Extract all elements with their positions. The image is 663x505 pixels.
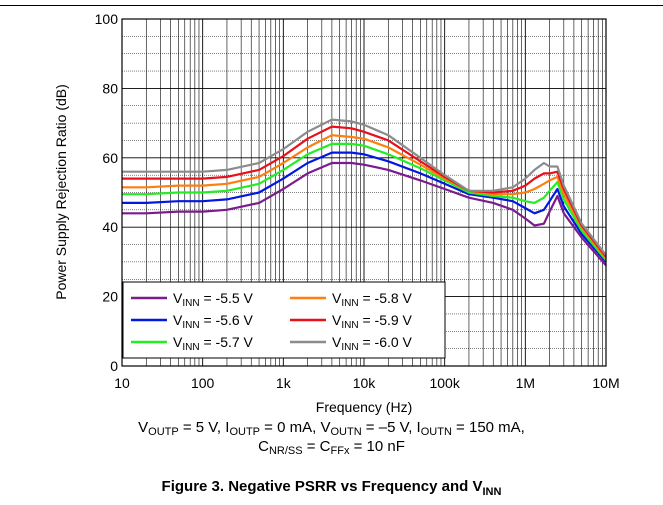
series-line-1 [122, 161, 607, 267]
legend-entry-4: VINN = -5.8 V [332, 290, 413, 309]
x-tick-label: 100k [429, 375, 460, 391]
x-tick-label: 10M [592, 375, 619, 391]
figure-caption: Figure 3. Negative PSRR vs Frequency and… [0, 470, 663, 498]
condition-subscript: NR/SS [268, 445, 303, 457]
y-tick-label: 20 [102, 289, 118, 305]
y-tick-label: 40 [102, 219, 118, 235]
condition-text: = 5 V, I [178, 419, 230, 436]
condition-text: C [258, 438, 269, 455]
series-line-4 [122, 134, 607, 260]
condition-subscript: FFx [330, 445, 350, 457]
legend-box [122, 281, 446, 359]
x-tick-label: 1k [276, 375, 292, 391]
y-axis-label: Power Supply Rejection Ratio (dB) [53, 84, 69, 300]
y-tick-label: 60 [102, 150, 118, 166]
plot-frame [121, 18, 607, 367]
condition-subscript: OUTP [229, 426, 261, 438]
test-conditions-line-2: CNR/SS = CFFx = 10 nF [0, 437, 663, 457]
legend-entry-5: VINN = -5.9 V [332, 312, 413, 331]
x-tick-label: 1M [516, 375, 535, 391]
x-tick-labels: 10 100 1k 10k 100k 1M 10M [114, 375, 619, 391]
y-tick-label: 100 [95, 11, 119, 27]
series-line-3 [122, 142, 607, 261]
condition-subscript: OUTN [420, 426, 452, 438]
x-tick-label: 100 [191, 375, 215, 391]
x-axis-label: Frequency (Hz) [316, 399, 412, 415]
figure-caption-sub: INN [482, 486, 502, 498]
condition-subscript: OUTP [148, 426, 179, 438]
condition-text: = 150 mA, [451, 419, 525, 436]
top-rule [0, 5, 663, 6]
test-conditions: VOUTP = 5 V, IOUTP = 0 mA, VOUTN = –5 V,… [0, 418, 663, 457]
series-lines [122, 118, 607, 267]
legend: VINN = -5.5 V VINN = -5.6 V VINN = -5.7 V V… [122, 281, 446, 359]
condition-text: = –5 V, I [361, 419, 421, 436]
psrr-chart: 10 100 1k 10k 100k 1M 10M 0 20 40 60 80 100 Frequen… [53, 11, 620, 415]
legend-entry-6: VINN = -6.0 V [332, 334, 413, 353]
y-tick-label: 80 [102, 80, 118, 96]
condition-text: V [138, 419, 149, 436]
condition-text: = 10 nF [349, 438, 405, 455]
condition-subscript: OUTN [330, 426, 362, 438]
test-conditions-line-1: VOUTP = 5 V, IOUTP = 0 mA, VOUTN = –5 V,… [0, 418, 663, 438]
y-tick-labels: 0 20 40 60 80 100 [95, 11, 119, 374]
condition-text: = C [302, 438, 331, 455]
x-tick-label: 10 [114, 375, 130, 391]
condition-text: = 0 mA, V [260, 419, 331, 436]
legend-entry-1: VINN = -5.5 V [173, 290, 254, 309]
series-line-2 [122, 151, 607, 263]
legend-entry-2: VINN = -5.6 V [173, 312, 254, 331]
series-line-6 [122, 118, 607, 256]
series-line-5 [122, 125, 607, 258]
legend-entry-3: VINN = -5.7 V [173, 334, 254, 353]
y-tick-label: 0 [110, 358, 118, 374]
x-tick-label: 10k [353, 375, 377, 391]
figure-caption-text: Figure 3. Negative PSRR vs Frequency and… [161, 478, 483, 495]
